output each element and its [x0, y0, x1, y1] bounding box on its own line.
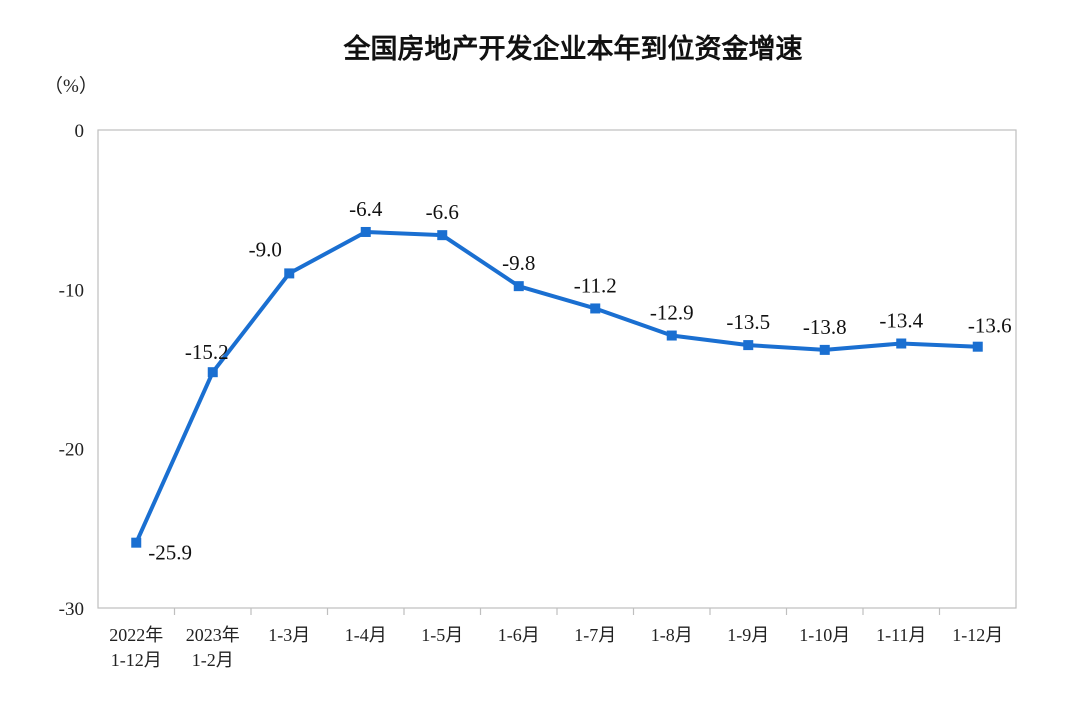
x-tick-label: 1-4月 [345, 625, 387, 645]
series-line [134, 229, 978, 544]
data-label: -15.2 [185, 340, 229, 364]
x-tick-label: 1-6月 [498, 625, 540, 645]
data-point-marker [437, 230, 448, 241]
x-tick-label: 1-2月 [192, 650, 234, 670]
data-label: -13.6 [968, 314, 1012, 338]
data-point-marker [819, 344, 830, 355]
y-axis: 0 -10 -20 -30 [59, 121, 84, 620]
data-point-marker [896, 338, 907, 349]
y-tick-label: -20 [59, 440, 84, 461]
data-point-marker [590, 303, 601, 314]
x-tick-label: 1-7月 [574, 625, 616, 645]
data-label: -13.5 [726, 310, 770, 334]
data-label: -25.9 [148, 541, 192, 565]
data-point-marker [360, 226, 371, 237]
x-tick-label: 2023年 [186, 625, 240, 645]
x-tick-label: 1-12月 [952, 625, 1003, 645]
data-point-marker [666, 330, 677, 341]
data-label: -12.9 [650, 301, 694, 325]
series-layer: -25.9 -15.2 -9.0 -6.4 -6.6 -9.8 -11.2 -12.9 -13.… [131, 197, 1012, 565]
data-label: -9.8 [502, 251, 535, 275]
data-point-marker [207, 367, 218, 378]
x-tick-label: 1-5月 [421, 625, 463, 645]
x-tick-label: 1-12月 [111, 650, 162, 670]
x-tick-label: 1-3月 [268, 625, 310, 645]
chart-title: 全国房地产开发企业本年到位资金增速 [343, 33, 803, 65]
data-point-marker [743, 340, 754, 351]
y-tick-label: 0 [75, 121, 85, 142]
x-tick-label: 1-10月 [799, 625, 850, 645]
y-unit-label: （%） [44, 75, 98, 97]
data-point-marker [972, 341, 983, 352]
x-axis: 2022年 1-12月 2023年 1-2月 1-3月 1-4月 1-5月 1-6月 1-7月 1… [109, 608, 1003, 670]
plot-area-frame [97, 129, 1017, 609]
data-label: -6.6 [426, 200, 459, 224]
x-tick-label: 2022年 [109, 625, 163, 645]
data-point-marker [513, 281, 524, 292]
data-label: -13.8 [803, 315, 847, 339]
data-label: -9.0 [249, 237, 282, 261]
data-point-marker [284, 268, 295, 279]
data-label: -6.4 [349, 197, 383, 221]
data-label: -11.2 [574, 273, 617, 297]
data-label: -13.4 [879, 309, 923, 333]
y-tick-label: -10 [59, 280, 84, 301]
x-tick-label: 1-9月 [727, 625, 769, 645]
y-tick-label: -30 [59, 599, 84, 620]
data-point-marker [131, 537, 142, 548]
x-tick-label: 1-11月 [876, 625, 926, 645]
x-tick-label: 1-8月 [651, 625, 693, 645]
